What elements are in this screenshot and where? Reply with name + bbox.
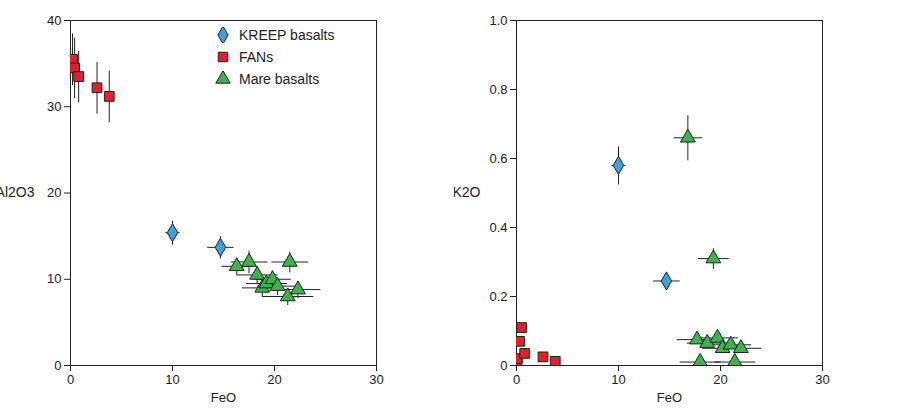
svg-text:0.8: 0.8 <box>489 82 507 97</box>
svg-text:10: 10 <box>47 271 61 286</box>
svg-text:0.4: 0.4 <box>489 220 507 235</box>
svg-text:0: 0 <box>67 372 74 387</box>
svg-text:30: 30 <box>815 372 829 387</box>
svg-text:30: 30 <box>47 99 61 114</box>
svg-text:10: 10 <box>165 372 179 387</box>
svg-text:FeO: FeO <box>211 390 236 405</box>
svg-text:1.0: 1.0 <box>489 13 507 28</box>
svg-text:20: 20 <box>267 372 281 387</box>
svg-text:0: 0 <box>513 372 520 387</box>
html-text:FANs: FANs <box>239 49 274 65</box>
svg-text:0: 0 <box>54 358 61 373</box>
html-text:KREEP basalts: KREEP basalts <box>239 27 335 43</box>
svg-text:Al2O3: Al2O3 <box>0 184 35 200</box>
svg-text:20: 20 <box>47 185 61 200</box>
svg-text:20: 20 <box>713 372 727 387</box>
svg-text:0.2: 0.2 <box>489 289 507 304</box>
svg-text:0.6: 0.6 <box>489 151 507 166</box>
svg-text:30: 30 <box>369 372 383 387</box>
svg-text:0: 0 <box>500 358 507 373</box>
svg-text:FeO: FeO <box>657 390 682 405</box>
svg-text:40: 40 <box>47 13 61 28</box>
svg-text:10: 10 <box>611 372 625 387</box>
html-text:Mare basalts: Mare basalts <box>239 71 320 87</box>
svg-text:K2O: K2O <box>454 184 481 200</box>
